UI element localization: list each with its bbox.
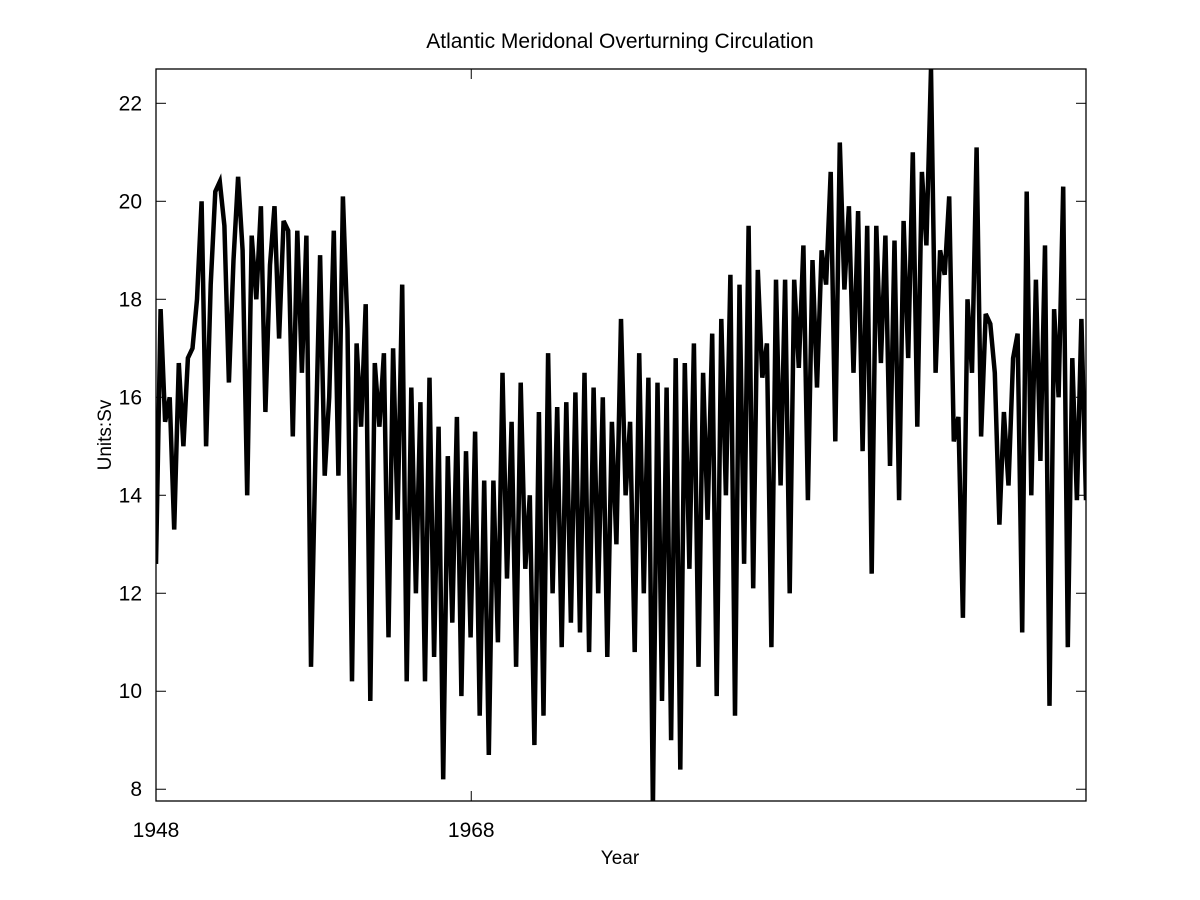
y-tick-label: 16: [119, 386, 142, 409]
x-tick-label: 1968: [448, 819, 495, 842]
series-line-amoc: [156, 69, 1086, 801]
y-tick-label: 20: [119, 190, 142, 213]
y-tick-label: 10: [119, 680, 142, 703]
x-axis-label: Year: [601, 848, 640, 869]
y-tick-label: 22: [119, 92, 142, 115]
x-tick-label: 1948: [133, 819, 180, 842]
y-axis-label: Units:Sv: [95, 399, 116, 470]
chart-title: Atlantic Meridonal Overturning Circulati…: [426, 30, 814, 53]
y-tick-label: 12: [119, 582, 142, 605]
y-tick-label: 18: [119, 288, 142, 311]
y-tick-label: 14: [119, 484, 143, 507]
plot-area-frame: [155, 68, 1087, 802]
y-tick-label: 8: [130, 778, 142, 801]
